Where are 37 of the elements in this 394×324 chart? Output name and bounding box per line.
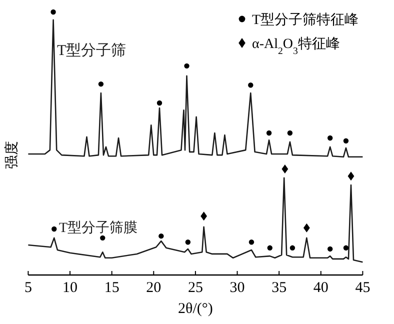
x-axis-title: 2θ/(°) xyxy=(178,301,213,317)
point xyxy=(282,164,288,174)
legend-label: α-Al$_{2}$O$_{3}$特征峰 xyxy=(252,36,340,56)
point xyxy=(343,245,349,251)
x-tick-label: 20 xyxy=(146,280,162,296)
x-tick-label: 40 xyxy=(313,280,328,296)
point xyxy=(200,212,208,221)
point xyxy=(50,9,56,15)
x-tick-label: 45 xyxy=(355,280,370,296)
x-tick-label: 15 xyxy=(104,280,120,296)
point xyxy=(100,235,106,241)
point xyxy=(98,81,104,87)
point xyxy=(184,63,190,69)
point xyxy=(266,130,272,136)
x-tick-label: 25 xyxy=(188,280,203,296)
point xyxy=(327,135,333,141)
point xyxy=(156,100,162,106)
x-tick-label: 10 xyxy=(62,280,78,296)
y-axis-title: 强度 xyxy=(4,141,20,169)
legend-label: T型分子筛特征峰 xyxy=(252,12,359,28)
point xyxy=(290,245,296,251)
x-tick-label: 35 xyxy=(272,280,287,296)
x-tick-label: 5 xyxy=(24,280,32,296)
point xyxy=(248,240,254,245)
point xyxy=(287,130,293,136)
point xyxy=(348,172,354,181)
series-label: T型分子筛膜 xyxy=(59,220,138,236)
point xyxy=(343,138,349,144)
series-label: T型分子筛 xyxy=(57,42,126,59)
point xyxy=(267,245,272,251)
point xyxy=(158,233,164,239)
point xyxy=(248,82,254,88)
point xyxy=(303,223,310,232)
point xyxy=(185,240,191,245)
point xyxy=(327,246,333,252)
x-tick-label: 30 xyxy=(230,280,245,296)
point xyxy=(52,226,57,232)
